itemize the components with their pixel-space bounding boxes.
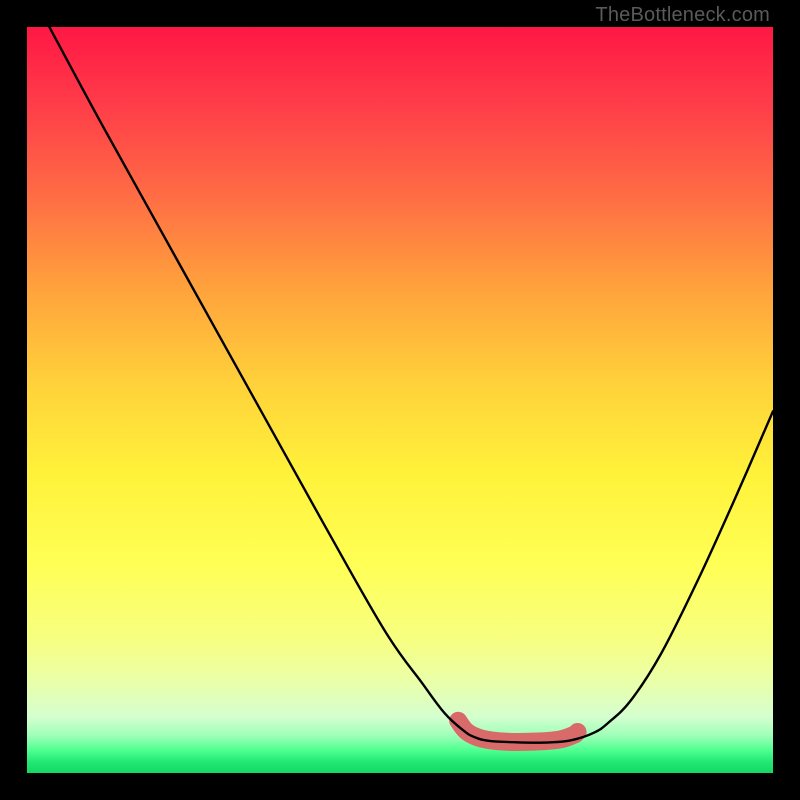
curve-layer xyxy=(27,27,773,773)
watermark-text: TheBottleneck.com xyxy=(595,4,770,27)
bottleneck-curve xyxy=(49,27,773,743)
chart-plot-area xyxy=(27,27,773,773)
